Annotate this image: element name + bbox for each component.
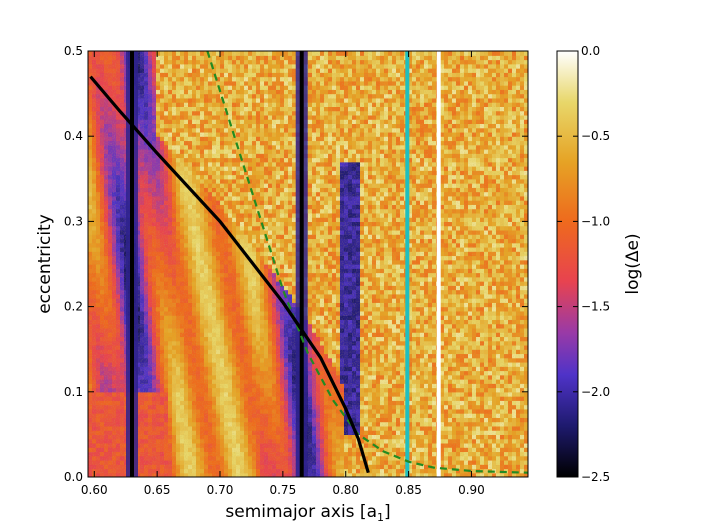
stability-heatmap xyxy=(88,51,528,477)
